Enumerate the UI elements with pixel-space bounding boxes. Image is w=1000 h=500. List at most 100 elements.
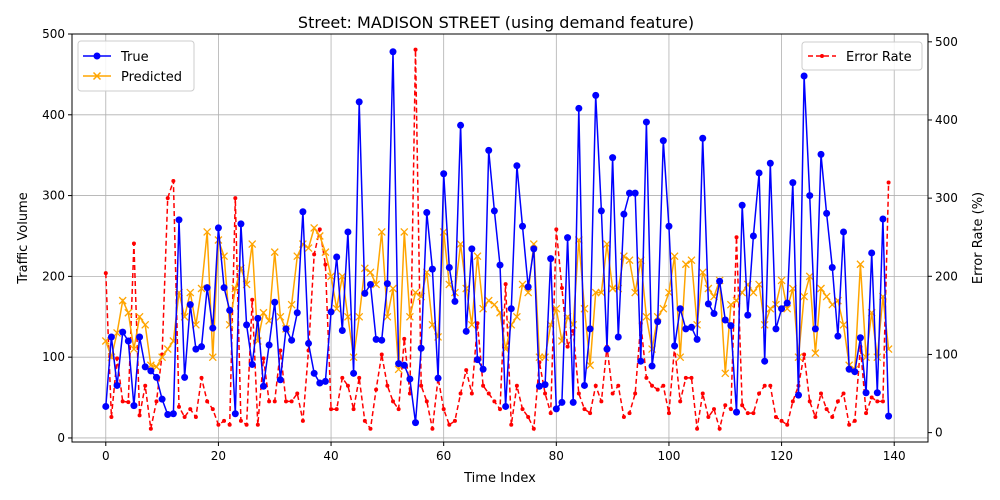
- point-true: [603, 345, 611, 353]
- axes: 0 20 40 60 80 100 120 140 0 100 200 300 400 500 0 100 20…: [42, 27, 958, 463]
- point-true: [338, 327, 346, 335]
- point-error-rate: [627, 411, 632, 416]
- point-error-rate: [227, 422, 232, 427]
- point-predicted: [270, 248, 279, 257]
- point-error-rate: [593, 383, 598, 388]
- point-predicted: [659, 304, 668, 313]
- point-error-rate: [706, 414, 711, 419]
- point-true: [423, 209, 431, 217]
- point-predicted: [631, 288, 640, 297]
- point-true: [665, 222, 673, 230]
- point-predicted: [366, 268, 375, 277]
- plot-frame: [71, 33, 929, 443]
- point-true: [828, 263, 836, 271]
- point-predicted: [698, 268, 707, 277]
- point-error-rate: [329, 407, 334, 412]
- point-true: [243, 321, 251, 329]
- x-tick-label: 140: [883, 449, 906, 463]
- point-true: [811, 325, 819, 333]
- point-error-rate: [869, 395, 874, 400]
- legend-left: True Predicted: [77, 40, 195, 92]
- point-true: [873, 389, 881, 397]
- point-error-rate: [559, 286, 564, 291]
- point-error-rate: [852, 418, 857, 423]
- point-error-rate: [171, 178, 176, 183]
- point-predicted: [771, 300, 780, 309]
- point-error-rate: [109, 414, 114, 419]
- point-error-rate: [655, 387, 660, 392]
- point-error-rate: [582, 407, 587, 412]
- point-true: [192, 345, 200, 353]
- y2-tick-label: 400: [935, 113, 958, 127]
- point-predicted: [670, 252, 679, 261]
- point-predicted: [203, 227, 212, 236]
- point-predicted: [321, 248, 330, 257]
- point-error-rate: [295, 391, 300, 396]
- point-error-rate: [768, 383, 773, 388]
- y-tick-label: 100: [42, 350, 65, 364]
- point-predicted: [163, 345, 172, 354]
- point-predicted: [687, 256, 696, 265]
- point-true: [451, 297, 459, 305]
- point-predicted: [287, 300, 296, 309]
- point-true: [496, 261, 504, 269]
- point-predicted: [777, 276, 786, 285]
- point-predicted: [755, 280, 764, 289]
- point-error-rate: [250, 297, 255, 302]
- point-true: [671, 342, 679, 350]
- point-predicted: [467, 320, 476, 329]
- point-true: [626, 189, 634, 197]
- point-true: [806, 192, 814, 200]
- point-true: [102, 402, 110, 410]
- legend-predicted-label: Predicted: [121, 70, 182, 85]
- point-true: [856, 334, 864, 342]
- point-true: [400, 361, 408, 369]
- point-error-rate: [588, 411, 593, 416]
- point-true: [141, 363, 149, 371]
- legend-right: Error Rate: [801, 41, 923, 71]
- point-error-rate: [323, 262, 328, 267]
- point-true: [721, 316, 729, 324]
- point-true: [744, 311, 752, 319]
- point-predicted: [490, 300, 499, 309]
- point-true: [851, 368, 859, 376]
- point-error-rate: [864, 411, 869, 416]
- point-true: [164, 411, 172, 419]
- point-error-rate: [419, 383, 424, 388]
- point-true: [389, 48, 397, 56]
- legend-true-label: True: [120, 50, 149, 65]
- point-predicted: [642, 312, 651, 321]
- point-true: [361, 289, 369, 297]
- point-error-rate: [695, 426, 700, 431]
- point-error-rate: [233, 196, 238, 201]
- point-true: [772, 325, 780, 333]
- point-error-rate: [222, 418, 227, 423]
- point-error-rate: [267, 399, 272, 404]
- point-true: [333, 253, 341, 261]
- legend-error-label: Error Rate: [846, 50, 912, 65]
- point-true: [445, 263, 453, 271]
- point-error-rate: [717, 426, 722, 431]
- point-true: [417, 344, 425, 352]
- point-predicted: [310, 223, 319, 232]
- point-predicted: [129, 345, 138, 354]
- point-true: [614, 333, 622, 341]
- point-error-rate: [520, 407, 525, 412]
- point-predicted: [152, 362, 161, 371]
- point-true: [823, 209, 831, 217]
- point-error-rate: [317, 227, 322, 232]
- point-error-rate: [819, 391, 823, 396]
- point-error-rate: [137, 413, 142, 418]
- point-true: [473, 356, 481, 364]
- plot-area: [101, 47, 893, 432]
- point-error-rate: [143, 383, 148, 388]
- point-error-rate: [396, 407, 401, 412]
- legend-true-marker: [93, 52, 101, 60]
- point-error-rate: [289, 399, 294, 404]
- x-tick-label: 60: [436, 449, 451, 463]
- point-true: [327, 308, 335, 316]
- point-true: [119, 328, 127, 336]
- point-error-rate: [723, 403, 728, 408]
- point-predicted: [113, 328, 122, 337]
- point-predicted: [805, 272, 814, 281]
